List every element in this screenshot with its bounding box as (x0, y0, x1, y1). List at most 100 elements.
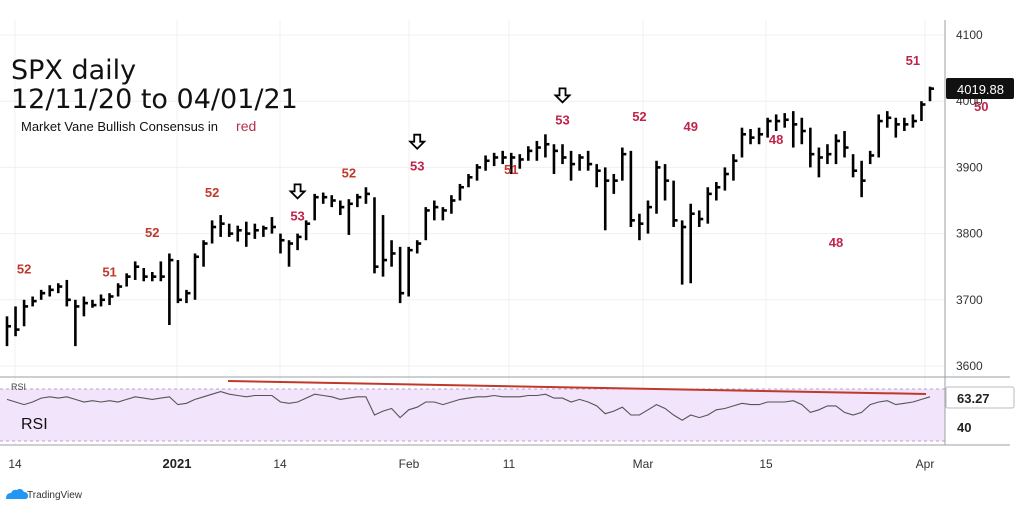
market-vane-value: 51 (504, 162, 518, 177)
ohlc-bar (612, 174, 618, 194)
market-vane-value: 50 (974, 99, 988, 114)
last-price-tag: 4019.88 (946, 78, 1014, 99)
ohlc-bar (14, 306, 20, 337)
ohlc-bar (202, 240, 208, 267)
ohlc-bar (868, 150, 875, 165)
ohlc-bar (185, 289, 191, 304)
time-tick-label: 2021 (163, 456, 192, 471)
ohlc-bar (527, 146, 533, 161)
market-vane-value: 53 (555, 112, 569, 127)
down-arrow-icon (288, 183, 307, 200)
ohlc-bar (501, 150, 507, 165)
ohlc-bar (475, 164, 482, 181)
ohlc-bar (723, 167, 729, 191)
ohlc-bar (82, 296, 88, 317)
ohlc-bar (193, 253, 200, 300)
note-text: Market Vane Bullish Consensus in (21, 119, 218, 134)
time-tick-label: 14 (273, 457, 287, 471)
ohlc-bar (133, 261, 140, 280)
ohlc-bar (655, 160, 661, 214)
ohlc-bar (407, 246, 413, 297)
ohlc-bar (843, 130, 849, 158)
ohlc-bar (621, 147, 627, 181)
ohlc-bar (330, 195, 336, 208)
ohlc-bar (809, 127, 815, 168)
ohlc-bar (783, 113, 789, 128)
rsi-small-label: RSI (11, 382, 26, 392)
ohlc-bar (373, 197, 379, 274)
ohlc-bar (877, 114, 883, 158)
ohlc-bar (313, 193, 319, 221)
ohlc-bar (262, 225, 268, 237)
market-vane-value: 51 (102, 265, 116, 280)
chart-subtitle: 12/11/20 to 04/01/21 (11, 84, 298, 115)
market-vane-annotations: 52515252535253515352494848515051 (17, 53, 989, 280)
ohlc-bar (22, 299, 29, 327)
ohlc-bar (646, 200, 652, 234)
chart-title: SPX daily (11, 55, 136, 86)
ohlc-bar (689, 203, 695, 284)
ohlc-bar (672, 180, 678, 227)
ohlc-bar (595, 164, 601, 188)
ohlc-bar (629, 150, 635, 227)
ohlc-bar (920, 101, 926, 122)
ohlc-bar (766, 117, 772, 138)
last-price-tag-bg (946, 78, 1014, 99)
down-arrow-icon (408, 133, 427, 150)
cloud-icon (6, 488, 28, 499)
ohlc-bar (227, 223, 234, 237)
ohlc-bar (65, 279, 71, 307)
ohlc-bar (48, 285, 54, 297)
ohlc-bar (270, 217, 276, 234)
time-tick-label: Mar (633, 457, 654, 471)
market-vane-value: 48 (829, 235, 843, 250)
ohlc-bar (390, 240, 396, 267)
ohlc-bar (56, 283, 63, 294)
ohlc-bar (356, 193, 362, 208)
price-tick-label: 3600 (956, 359, 983, 373)
tradingview-wordmark: TradingView (27, 490, 83, 501)
ohlc-bar (800, 117, 806, 145)
time-tick-label: Apr (916, 457, 935, 471)
market-vane-value: 51 (906, 53, 920, 68)
ohlc-bar (603, 167, 610, 231)
ohlc-bar (304, 220, 311, 241)
ohlc-bar (296, 233, 302, 251)
rsi-value-tag-bg (945, 386, 1015, 409)
ohlc-bar (740, 127, 746, 158)
note-color-word: red (236, 118, 256, 134)
ohlc-bar (31, 296, 37, 307)
ohlc-bar (749, 129, 755, 145)
ohlc-bar (99, 294, 106, 307)
ohlc-bar (552, 144, 558, 175)
time-axis-labels: 14 2021 14 Feb 11 Mar 15 Apr (8, 456, 934, 471)
time-tick-label: 15 (759, 457, 773, 471)
market-vane-value: 53 (290, 208, 304, 223)
ohlc-bar (535, 140, 541, 161)
ohlc-bars (5, 86, 934, 347)
ohlc-bar (732, 154, 738, 181)
price-tick-label: 4100 (956, 28, 983, 42)
market-vane-value: 48 (769, 132, 783, 147)
ohlc-bar (578, 154, 584, 171)
ohlc-bar (467, 174, 473, 188)
ohlc-bar (415, 240, 422, 254)
rsi-line (6, 391, 931, 421)
ohlc-bar (903, 117, 909, 131)
time-tick-label: 14 (8, 457, 22, 471)
market-vane-value: 52 (145, 225, 159, 240)
rsi-value-tag: 63.27 40 (945, 386, 1015, 435)
price-tick-label: 3700 (956, 293, 983, 307)
ohlc-bar (91, 299, 97, 308)
price-grid (0, 20, 945, 445)
ohlc-bar (74, 299, 80, 347)
market-vane-value: 49 (683, 119, 697, 134)
ohlc-bar (561, 144, 567, 165)
last-price-value: 4019.88 (957, 82, 1004, 97)
ohlc-bar (791, 111, 798, 148)
price-tick-label: 3800 (956, 227, 983, 241)
ohlc-bar (509, 152, 516, 175)
ohlc-bar (638, 213, 644, 241)
ohlc-bar (441, 207, 447, 221)
